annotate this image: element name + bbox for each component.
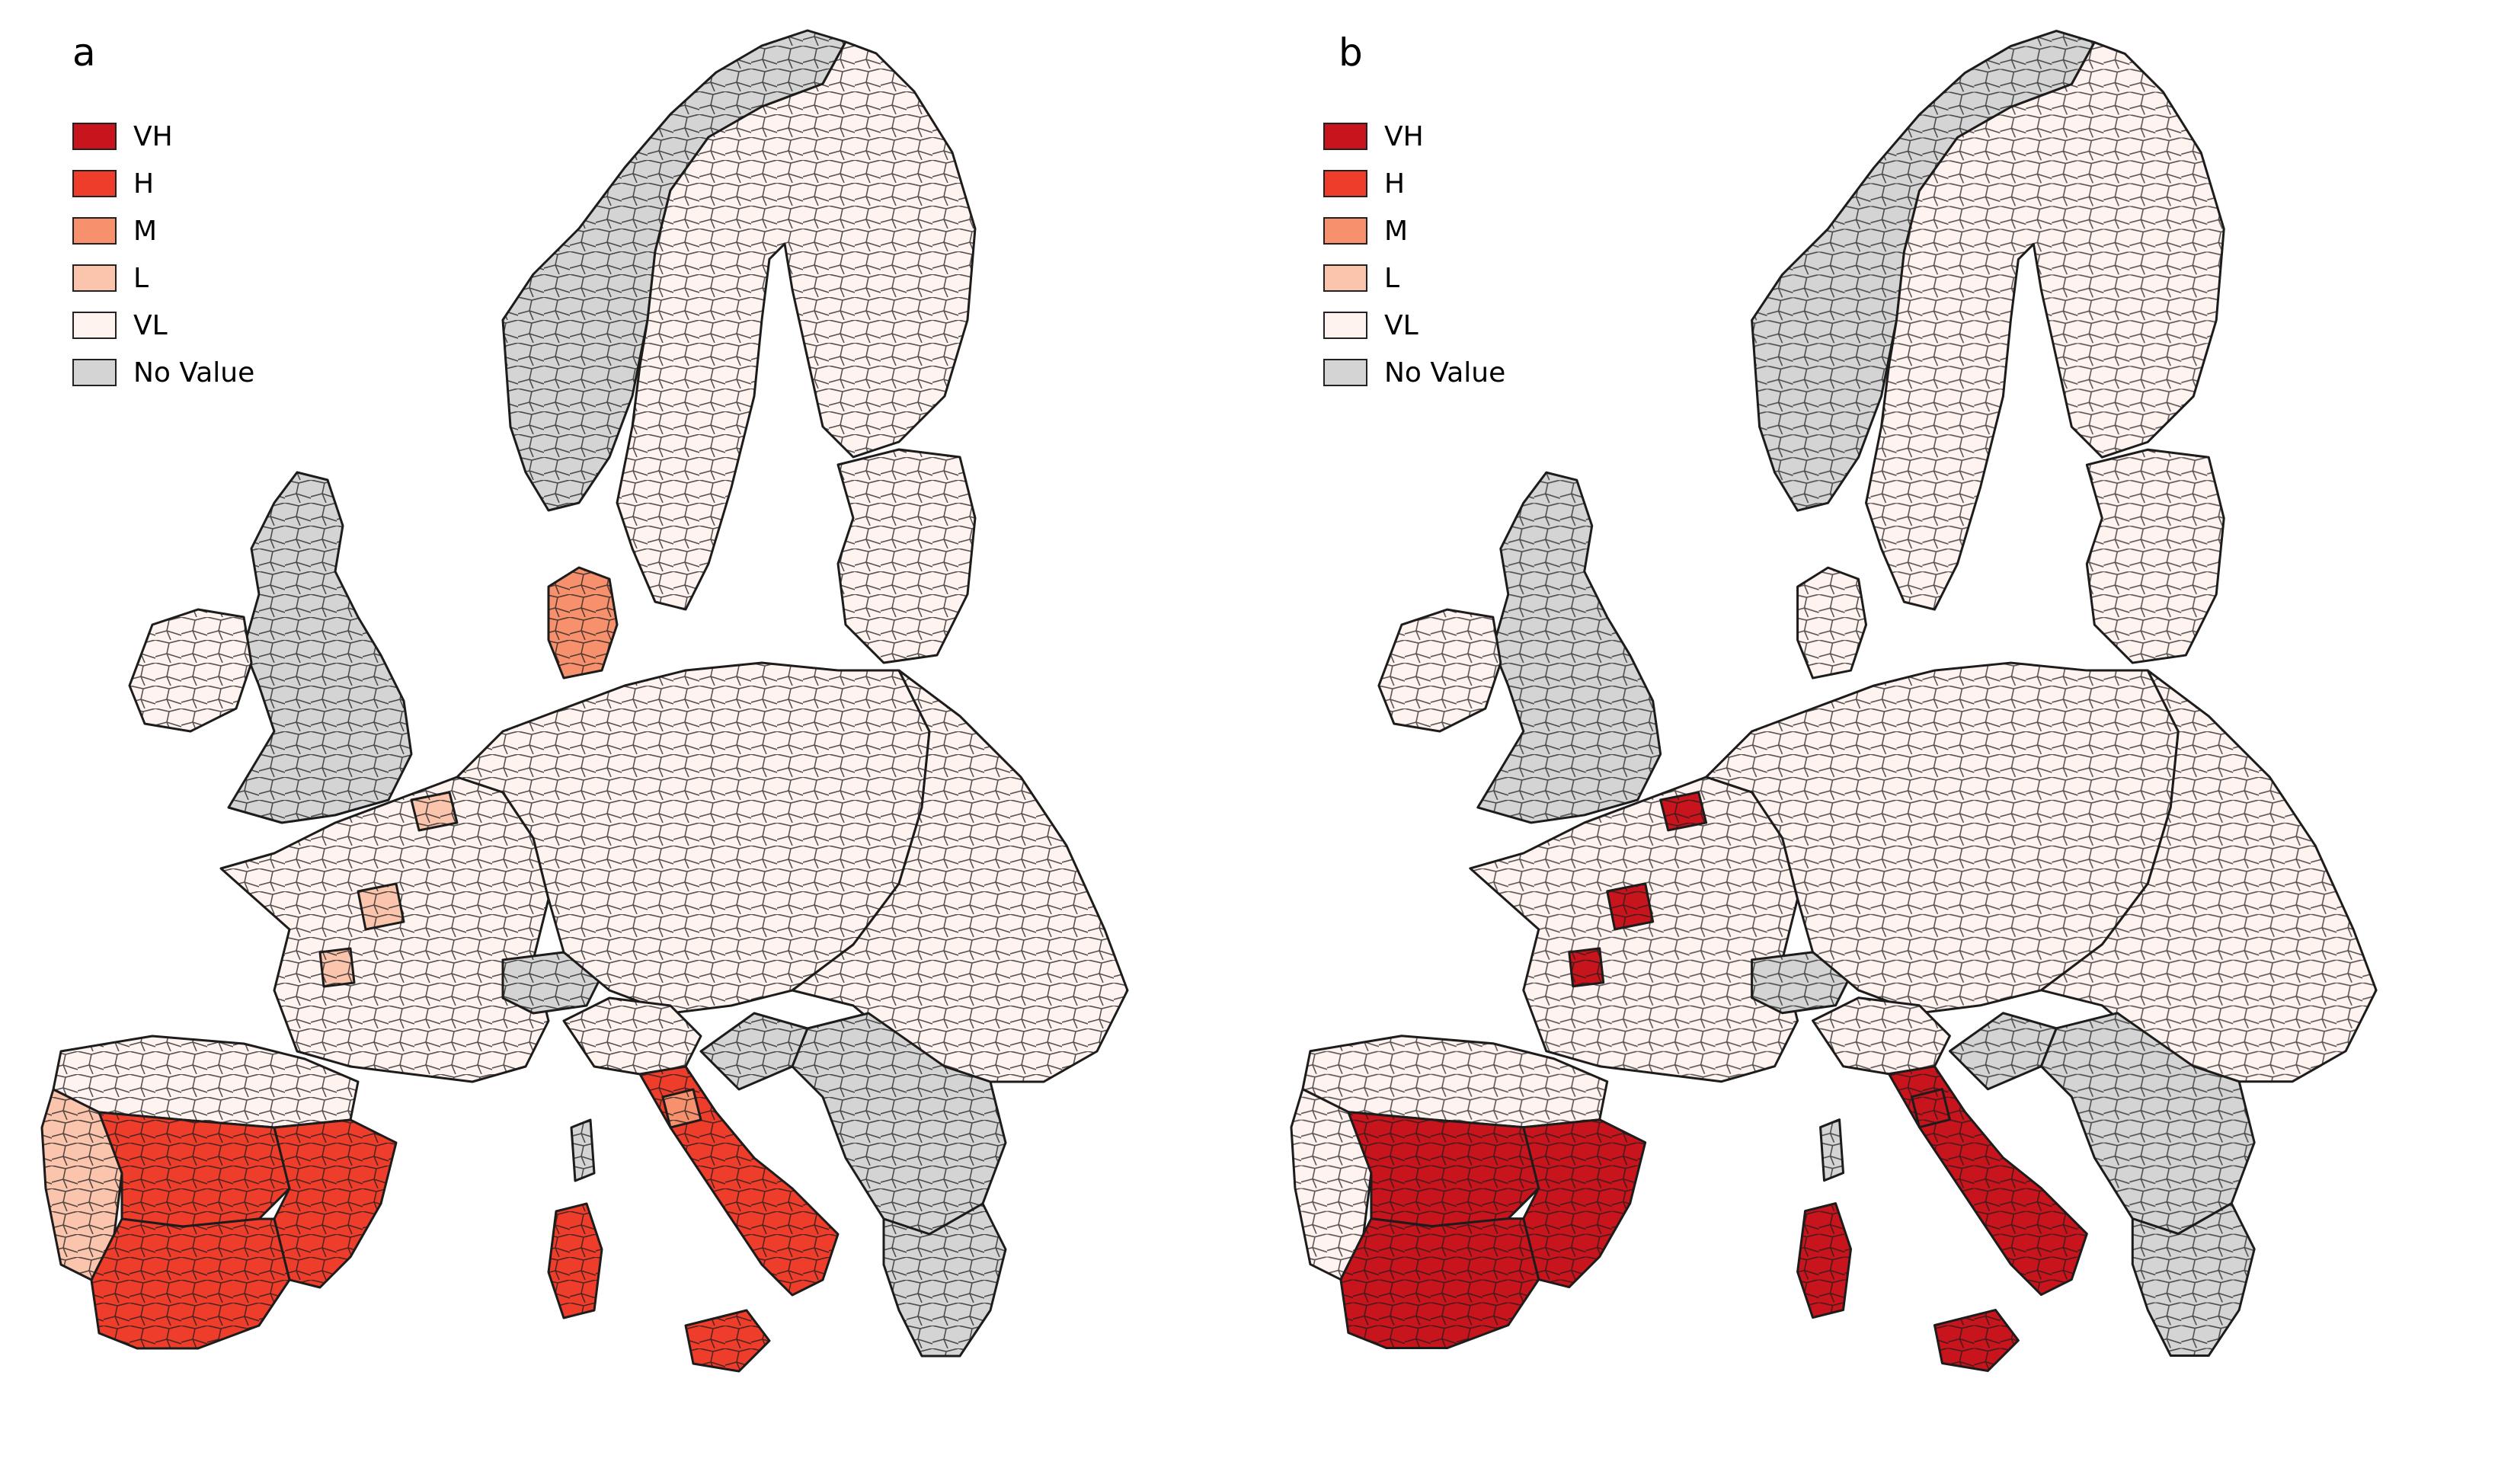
legend-item-m: M	[72, 207, 254, 254]
region-central-europe	[456, 661, 931, 1015]
legend-label: L	[133, 262, 149, 294]
region-iberia-north	[52, 1035, 360, 1129]
legend-label: No Value	[133, 357, 255, 389]
region-uk	[227, 471, 413, 824]
legend-item-vh: VH	[1323, 113, 1505, 160]
region-italy-north	[1812, 996, 1951, 1076]
legend-item-h: H	[1323, 160, 1505, 207]
region-france	[1469, 776, 1799, 1083]
map-svg	[40, 29, 1129, 1373]
region-croatia	[699, 1012, 809, 1091]
legend-label: L	[1384, 262, 1400, 294]
region-sardinia	[547, 1202, 603, 1319]
region-france	[219, 776, 550, 1083]
legend-swatch	[1323, 217, 1367, 245]
legend-label: VL	[133, 309, 168, 341]
region-sweden-finland	[616, 40, 977, 611]
legend-a: VH H M L VL No Value	[72, 113, 254, 396]
region-uk	[1476, 471, 1662, 824]
region-france-spots	[1606, 882, 1655, 931]
region-benelux-spots	[410, 791, 459, 832]
region-switzerland	[1751, 951, 1853, 1015]
panel-label-b: b	[1339, 30, 1363, 75]
map-svg	[1290, 30, 2378, 1372]
region-france-spots	[318, 947, 356, 988]
region-denmark	[547, 566, 619, 680]
region-benelux-spots	[1659, 791, 1708, 832]
legend-swatch	[72, 264, 117, 292]
legend-label: VL	[1384, 309, 1419, 341]
legend-item-vl: VL	[1323, 302, 1505, 349]
region-iberia-west	[40, 1088, 123, 1281]
legend-swatch	[1323, 264, 1367, 292]
legend-swatch	[72, 123, 117, 150]
region-switzerland	[501, 951, 603, 1015]
region-greece	[2131, 1202, 2256, 1358]
legend-item-na: No Value	[1323, 349, 1505, 396]
legend-label: H	[1384, 168, 1406, 200]
panel-label-a: a	[72, 30, 96, 75]
legend-label: M	[1384, 215, 1409, 247]
legend-swatch	[72, 312, 117, 339]
region-ireland	[1377, 608, 1502, 733]
legend-swatch	[1323, 123, 1367, 150]
legend-swatch	[72, 217, 117, 245]
europe-choropleth-map-a	[40, 29, 1129, 1373]
legend-label: M	[133, 215, 158, 247]
region-france-spots	[357, 882, 405, 931]
map-panel-a: a VH H M L VL No Value	[40, 29, 1129, 1373]
region-sardinia	[1796, 1202, 1853, 1319]
map-panel-b: b VH H M L VL No Value	[1249, 0, 2498, 1484]
legend-label: VH	[1384, 120, 1424, 152]
region-italy-north	[562, 996, 702, 1076]
region-ireland	[128, 608, 253, 733]
legend-swatch	[1323, 170, 1367, 197]
region-iberia-north	[1301, 1035, 1609, 1129]
legend-label: No Value	[1384, 357, 1506, 389]
region-iberia-south	[90, 1217, 291, 1350]
region-greece	[882, 1202, 1007, 1358]
region-baltics	[836, 448, 977, 664]
region-denmark	[1796, 566, 1868, 680]
legend-item-l: L	[72, 254, 254, 302]
legend-item-vh: VH	[72, 113, 254, 160]
region-iberia-south	[1339, 1217, 1540, 1350]
region-corsica	[1819, 1118, 1845, 1182]
legend-swatch	[1323, 312, 1367, 339]
legend-item-na: No Value	[72, 349, 254, 396]
legend-b: VH H M L VL No Value	[1323, 113, 1505, 396]
legend-item-vl: VL	[72, 302, 254, 349]
legend-label: H	[133, 168, 155, 200]
legend-label: VH	[133, 120, 173, 152]
region-croatia	[1948, 1012, 2058, 1091]
region-italy-small	[1910, 1088, 1951, 1129]
region-iberia-center	[98, 1111, 291, 1228]
legend-item-m: M	[1323, 207, 1505, 254]
legend-swatch	[72, 170, 117, 197]
legend-item-l: L	[1323, 254, 1505, 302]
region-france-spots	[1568, 947, 1605, 988]
region-sicily	[684, 1309, 771, 1373]
region-corsica	[570, 1118, 596, 1182]
region-iberia-east	[1522, 1118, 1647, 1289]
region-sweden-finland	[1865, 41, 2225, 611]
legend-swatch	[1323, 359, 1367, 386]
region-iberia-center	[1347, 1111, 1540, 1228]
region-iberia-east	[273, 1118, 398, 1289]
region-central-europe	[1705, 661, 2180, 1015]
europe-choropleth-map-b	[1249, 0, 2498, 1484]
legend-swatch	[72, 359, 117, 386]
region-sicily	[1933, 1309, 2020, 1372]
region-baltics	[2085, 448, 2225, 664]
legend-item-h: H	[72, 160, 254, 207]
region-italy-small	[661, 1088, 702, 1129]
